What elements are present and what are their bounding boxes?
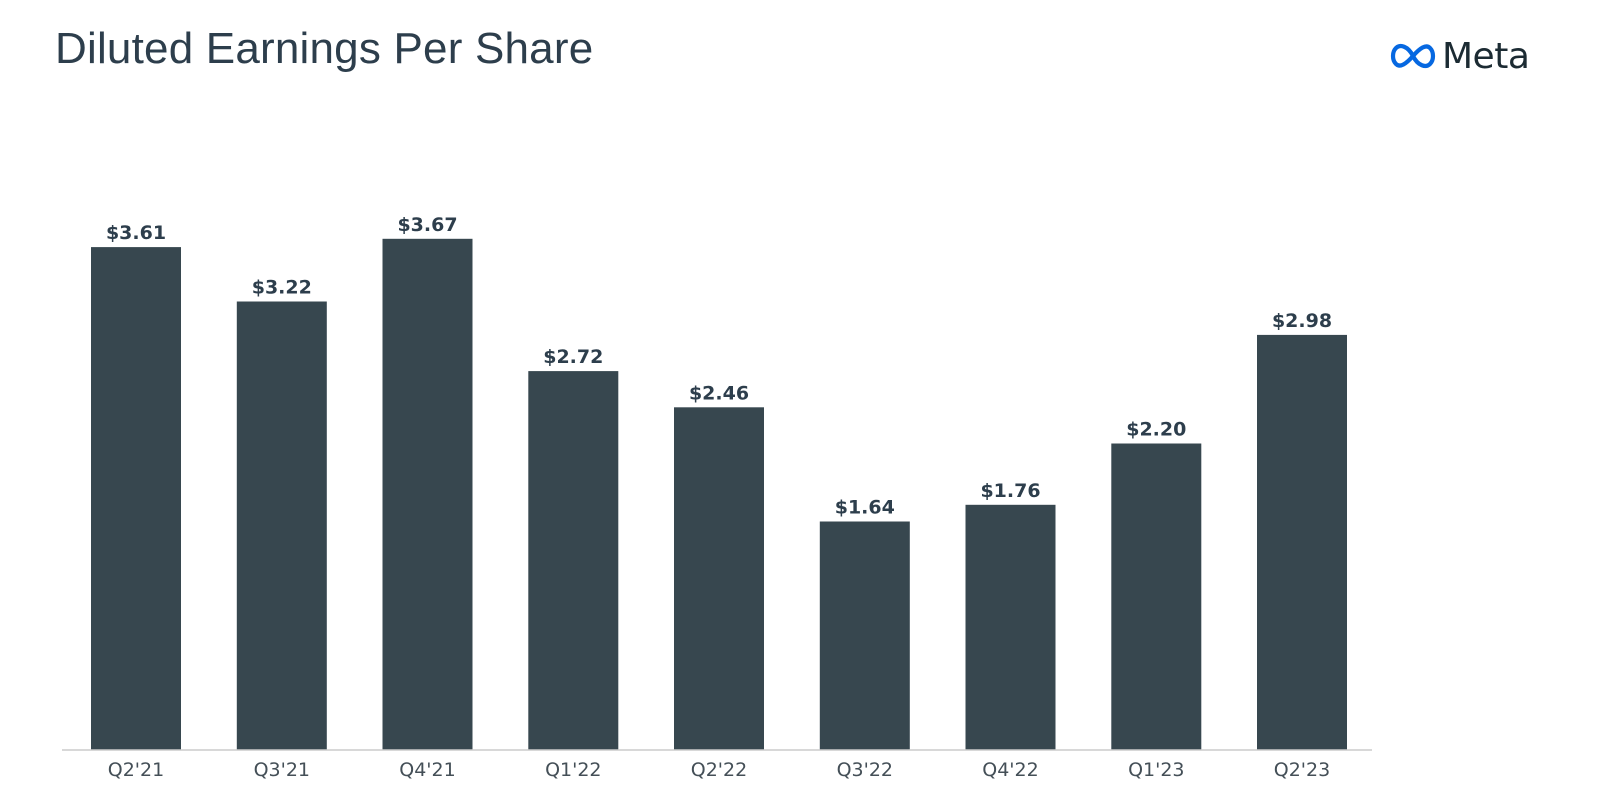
bar-4 <box>674 407 764 750</box>
x-tick-labels-layer: Q2'21 Q3'21 Q4'21 Q1'22 Q2'22 Q3'22 Q4'22 Q1'23… <box>108 759 1330 781</box>
bar-value-label-4: $2.46 <box>689 382 749 404</box>
bar-8 <box>1257 334 1347 750</box>
bar-3 <box>528 371 619 750</box>
meta-infinity-icon <box>1390 44 1436 68</box>
bar-value-label-5: $1.64 <box>835 497 895 519</box>
x-tick-label-5: Q3'22 <box>837 759 893 781</box>
bar-0 <box>91 247 181 750</box>
bar-2 <box>382 238 473 751</box>
bar-6 <box>965 504 1056 750</box>
x-tick-label-3: Q1'22 <box>545 759 601 781</box>
meta-logo: Meta <box>1390 34 1530 78</box>
bar-value-label-7: $2.20 <box>1126 419 1186 441</box>
bar-7 <box>1111 443 1202 750</box>
x-tick-label-7: Q1'23 <box>1128 759 1184 781</box>
x-tick-label-0: Q2'21 <box>108 759 164 781</box>
x-tick-label-1: Q3'21 <box>254 759 310 781</box>
x-tick-label-2: Q4'21 <box>399 759 455 781</box>
data-labels-layer: $3.61 $3.22 $3.67 $2.72 $2.46 $1.64 $1.76 $2.20… <box>106 214 1332 519</box>
brand-wordmark: Meta <box>1442 35 1530 77</box>
bar-value-label-3: $2.72 <box>543 346 603 368</box>
x-tick-label-6: Q4'22 <box>982 759 1038 781</box>
bar-value-label-1: $3.22 <box>252 277 312 299</box>
bar-value-label-6: $1.76 <box>980 480 1040 502</box>
bar-1 <box>236 301 327 750</box>
x-tick-label-4: Q2'22 <box>691 759 747 781</box>
bar-value-label-2: $3.67 <box>397 214 457 236</box>
page-title: Diluted Earnings Per Share <box>55 24 594 73</box>
bars-layer <box>91 238 1347 751</box>
bar-value-label-8: $2.98 <box>1272 310 1332 332</box>
x-tick-label-8: Q2'23 <box>1274 759 1330 781</box>
bar-value-label-0: $3.61 <box>106 222 166 244</box>
bar-5 <box>819 521 910 750</box>
